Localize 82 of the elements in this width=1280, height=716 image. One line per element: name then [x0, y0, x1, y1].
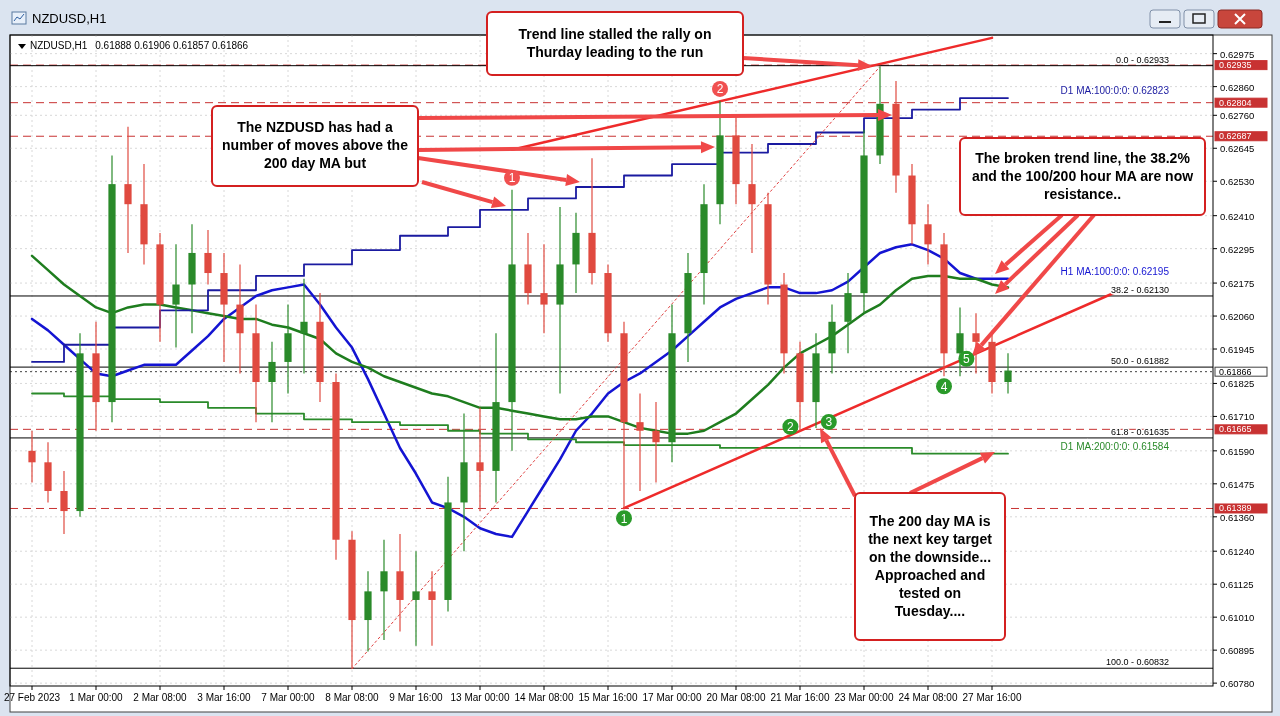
annotation: 2	[787, 420, 795, 435]
candlestick	[300, 278, 308, 375]
annotation: 50.0 - 0.61882	[1110, 356, 1169, 367]
y-tick-label: 0.61590	[1220, 445, 1255, 457]
candlestick	[636, 392, 644, 492]
x-tick-label: 17 Mar 00:00	[642, 692, 702, 703]
x-tick-label: 13 Mar 00:00	[450, 692, 510, 703]
y-tick-label: 0.60780	[1220, 678, 1255, 690]
x-tick-label: 2 Mar 08:00	[133, 692, 188, 703]
x-tick-label: 3 Mar 16:00	[197, 692, 252, 703]
y-tick-label: 0.61360	[1220, 511, 1255, 523]
candlestick	[172, 243, 180, 349]
candlestick	[748, 143, 756, 254]
annotation: The 200 day MA is the next key target on the downside... Approached and tested on Tuesday....	[868, 512, 993, 619]
annotation: 3	[825, 415, 833, 430]
candlestick	[540, 243, 548, 334]
annotation: 2	[716, 82, 724, 97]
annotation: 5	[963, 352, 971, 367]
x-tick-label: 20 Mar 08:00	[706, 692, 766, 703]
y-tick-label: 0.62175	[1220, 278, 1255, 290]
annotation: 100.0 - 0.60832	[1105, 657, 1169, 668]
y-tick-label: 0.61945	[1220, 344, 1255, 356]
candlestick	[1004, 352, 1012, 395]
x-tick-label: 15 Mar 16:00	[578, 692, 638, 703]
annotation: The broken trend line, the 38.2% and the 100/200 hour MA are now resistance..	[971, 149, 1194, 202]
annotation: The NZDUSD has had a number of moves above the 200 day MA but	[222, 119, 409, 171]
annotation: 1	[508, 171, 516, 186]
y-tick-label: 0.61240	[1220, 546, 1255, 558]
y-tick-label: 0.61125	[1220, 579, 1254, 591]
candlestick	[428, 570, 436, 647]
candlestick	[60, 470, 68, 535]
x-tick-label: 1 Mar 00:00	[69, 692, 124, 703]
text: 0.61888 0.61906 0.61857 0.61866	[95, 40, 249, 51]
x-tick-label: 7 Mar 00:00	[261, 692, 316, 703]
ref-line-label: 0.62687	[1219, 131, 1252, 142]
ref-line-label: 0.61389	[1219, 503, 1252, 514]
y-tick-label: 0.62295	[1220, 243, 1255, 255]
text: D1 MA:200:0:0: 0.61584	[1060, 440, 1170, 452]
candlestick	[476, 407, 484, 512]
candlestick	[924, 203, 932, 266]
candlestick	[124, 126, 132, 254]
annotation: 61.8 - 0.61635	[1110, 426, 1169, 437]
candlestick	[972, 312, 980, 375]
y-tick-label: 0.60895	[1220, 645, 1255, 657]
x-tick-label: 27 Mar 16:00	[962, 692, 1022, 703]
candlestick	[652, 401, 660, 483]
ref-line-label: 0.61866	[1219, 366, 1252, 377]
y-tick-label: 0.61825	[1220, 378, 1255, 390]
candlestick	[28, 430, 36, 483]
annotation: 1	[620, 511, 628, 526]
y-tick-label: 0.61475	[1220, 478, 1255, 490]
text: NZDUSD,H1	[30, 40, 88, 51]
x-tick-label: 9 Mar 16:00	[389, 692, 444, 703]
y-tick-label: 0.62060	[1220, 311, 1255, 323]
y-tick-label: 0.62760	[1220, 110, 1255, 122]
candlestick	[412, 550, 420, 647]
y-tick-label: 0.62860	[1220, 81, 1255, 93]
x-tick-label: 8 Mar 08:00	[325, 692, 380, 703]
candlestick	[380, 539, 388, 641]
text: H1 MA:100:0:0: 0.62195	[1060, 265, 1170, 277]
y-tick-label: 0.62530	[1220, 176, 1255, 188]
x-tick-label: 24 Mar 08:00	[898, 692, 958, 703]
annotation: Trend line stalled the rally on Thurday leading to the run	[518, 25, 712, 60]
y-tick-label: 0.61010	[1220, 612, 1255, 624]
x-tick-label: 23 Mar 00:00	[834, 692, 894, 703]
ref-line-label: 0.62804	[1219, 97, 1252, 108]
candlestick	[204, 229, 212, 286]
x-tick-label: 14 Mar 08:00	[514, 692, 574, 703]
y-tick-label: 0.62645	[1220, 143, 1255, 155]
text: D1 MA:100:0:0: 0.62823	[1060, 85, 1170, 97]
x-tick-label: 21 Mar 16:00	[770, 692, 830, 703]
annotation: 38.2 - 0.62130	[1110, 284, 1169, 295]
ref-line-label: 0.61665	[1219, 424, 1252, 435]
candlestick	[956, 306, 964, 377]
annotation: 4	[940, 379, 948, 394]
y-tick-label: 0.62975	[1220, 48, 1255, 60]
y-tick-label: 0.62410	[1220, 210, 1255, 222]
annotation: 0.0 - 0.62933	[1115, 54, 1169, 65]
ref-line-label: 0.62935	[1219, 60, 1252, 71]
chart-title: NZDUSD,H1	[32, 11, 107, 26]
x-tick-label: 27 Feb 2023	[3, 692, 61, 703]
y-tick-label: 0.61710	[1220, 411, 1255, 423]
